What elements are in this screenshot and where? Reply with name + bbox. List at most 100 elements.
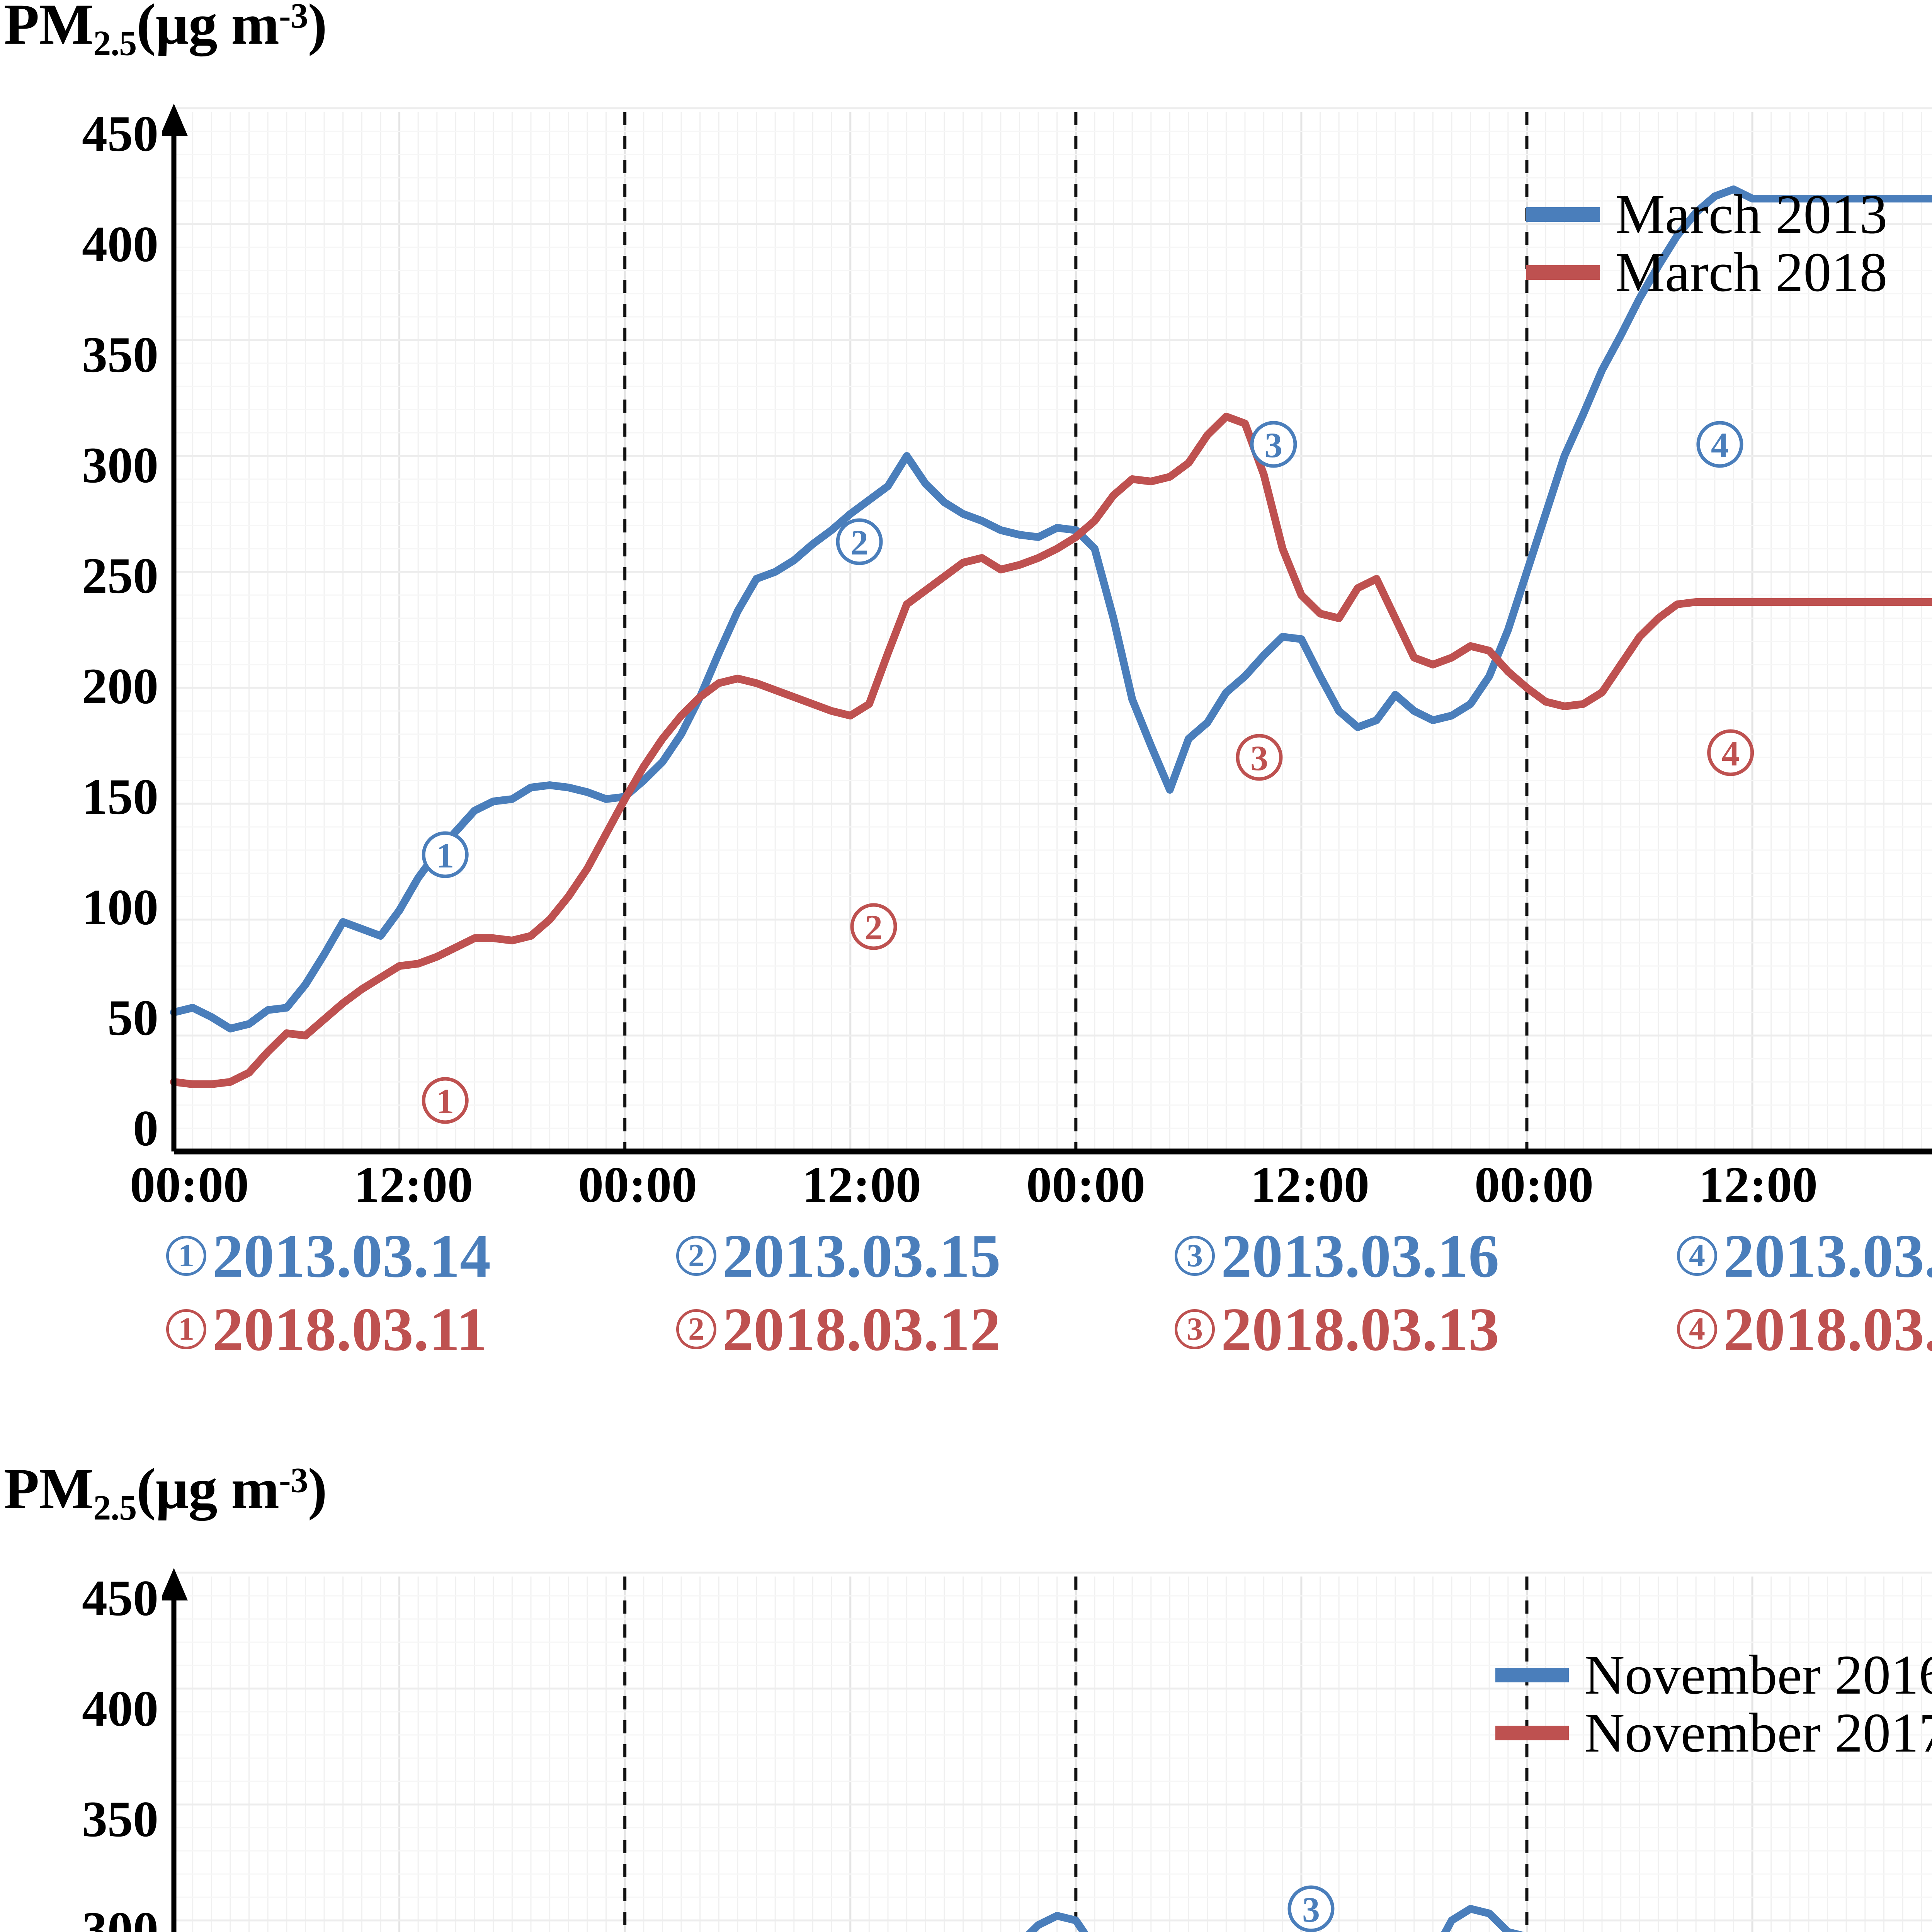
- y-tick-200: 200: [82, 658, 158, 714]
- date-key-label-blue-1: 2013.03.14: [213, 1221, 491, 1290]
- svg-text:3: 3: [1302, 1890, 1320, 1929]
- y-axis-label-unit-exponent: -3: [279, 0, 308, 36]
- legend-item-march-2018[interactable]: March 2018: [1526, 243, 1888, 301]
- svg-text:2: 2: [865, 908, 883, 947]
- y-axis-label-subscript: 2.5: [93, 1488, 137, 1527]
- y-axis-label-unit-open: (µg m: [136, 0, 279, 56]
- legend-swatch-blue-icon: [1526, 207, 1600, 222]
- date-key-march: 1 2013.03.14 2 2013.03.15 3 2013.03.16 4…: [0, 1225, 1932, 1372]
- date-key-label-red-4: 2018.03.14: [1723, 1295, 1932, 1364]
- date-key-circle-2: 2: [676, 1236, 716, 1276]
- legend-swatch-red-icon: [1526, 265, 1600, 280]
- x-tick-1: 12:00: [354, 1156, 473, 1213]
- inline-marker-red-4: 4: [1707, 729, 1754, 776]
- date-key-label-red-2: 2018.03.12: [723, 1295, 1001, 1364]
- chart-panel-march: PM2.5(µg m-3) 450 400 350 300 250 200 15…: [0, 0, 1932, 1372]
- svg-text:4: 4: [1722, 734, 1740, 773]
- legend-label-november-2017: November 2017: [1584, 1702, 1932, 1764]
- date-key-row-red: 1 2018.03.11 2 2018.03.12 3 2018.03.13 4…: [0, 1298, 1932, 1372]
- inline-marker-blue-3: 3: [1250, 421, 1297, 468]
- y-axis-label-unit-exponent: -3: [279, 1460, 308, 1500]
- date-key-blue-3: 3 2013.03.16: [1175, 1225, 1499, 1287]
- svg-text:1: 1: [436, 1082, 454, 1121]
- x-tick-4: 00:00: [1026, 1156, 1145, 1213]
- legend-march: March 2013 March 2018: [1526, 185, 1888, 301]
- svg-text:4: 4: [1711, 425, 1729, 465]
- legend-swatch-red-icon: [1495, 1726, 1569, 1740]
- y-tick-350: 350: [82, 1791, 158, 1847]
- y-axis-label-pm: PM: [4, 0, 94, 56]
- legend-item-november-2016[interactable]: November 2016: [1495, 1646, 1932, 1704]
- y-tick-250: 250: [82, 547, 158, 604]
- inline-marker-blue-1: 1: [422, 831, 469, 878]
- legend-label-november-2016: November 2016: [1584, 1644, 1932, 1706]
- date-key-blue-4: 4 2013.03.17: [1677, 1225, 1932, 1287]
- inline-marker-blue-2: 2: [836, 518, 883, 565]
- date-key-label-red-3: 2018.03.13: [1221, 1295, 1499, 1364]
- date-key-row-blue: 1 2013.03.14 2 2013.03.15 3 2013.03.16 4…: [0, 1225, 1932, 1298]
- inline-marker-red-2: 2: [850, 903, 897, 950]
- y-tick-150: 150: [82, 768, 158, 825]
- y-tick-350: 350: [82, 326, 158, 383]
- y-axis-label: PM2.5(µg m-3): [4, 1460, 327, 1525]
- legend-item-march-2013[interactable]: March 2013: [1526, 185, 1888, 243]
- date-key-circle-3: 3: [1175, 1309, 1215, 1349]
- date-key-circle-1: 1: [166, 1309, 206, 1349]
- y-axis-label-unit-close: ): [308, 1457, 327, 1521]
- legend-label-march-2013: March 2013: [1615, 183, 1888, 245]
- y-tick-450: 450: [82, 1570, 158, 1626]
- date-key-circle-4: 4: [1677, 1309, 1717, 1349]
- svg-text:1: 1: [436, 836, 454, 875]
- date-key-red-4: 4 2018.03.14: [1677, 1298, 1932, 1360]
- plot-area-march: 1 1 2 2 3 3 4 4: [162, 93, 1932, 1198]
- x-tick-5: 12:00: [1250, 1156, 1369, 1213]
- y-tick-100: 100: [82, 879, 158, 935]
- date-key-label-red-1: 2018.03.11: [213, 1295, 488, 1364]
- legend-item-november-2017[interactable]: November 2017: [1495, 1704, 1932, 1762]
- y-axis-label-unit-open: (µg m: [136, 1457, 279, 1521]
- x-tick-7: 12:00: [1699, 1156, 1818, 1213]
- date-key-circle-3: 3: [1175, 1236, 1215, 1276]
- series-line-blue: [170, 185, 1932, 1032]
- y-tick-450: 450: [82, 105, 158, 162]
- x-tick-2: 00:00: [578, 1156, 697, 1213]
- y-axis-label: PM2.5(µg m-3): [4, 0, 327, 61]
- y-axis-label-unit-close: ): [308, 0, 327, 56]
- date-key-circle-2: 2: [676, 1309, 716, 1349]
- date-key-label-blue-3: 2013.03.16: [1221, 1221, 1499, 1290]
- inline-marker-red-3: 3: [1236, 734, 1283, 781]
- series-line-blue: [1026, 1905, 1524, 1932]
- y-axis-label-subscript: 2.5: [93, 23, 137, 63]
- x-tick-6: 00:00: [1475, 1156, 1594, 1213]
- legend-november: November 2016 November 2017: [1495, 1646, 1932, 1762]
- inline-marker-blue-3: 3: [1287, 1885, 1335, 1932]
- date-key-blue-1: 1 2013.03.14: [166, 1225, 491, 1287]
- y-tick-50: 50: [107, 989, 158, 1046]
- date-key-red-1: 1 2018.03.11: [166, 1298, 487, 1360]
- y-tick-300: 300: [82, 1901, 158, 1932]
- x-tick-0: 00:00: [130, 1156, 249, 1213]
- svg-text:3: 3: [1250, 738, 1268, 778]
- date-key-label-blue-4: 2013.03.17: [1723, 1221, 1932, 1290]
- y-tick-400: 400: [82, 216, 158, 272]
- inline-marker-red-1: 1: [422, 1077, 469, 1124]
- date-key-red-3: 3 2018.03.13: [1175, 1298, 1499, 1360]
- svg-text:2: 2: [850, 523, 868, 562]
- series-line-red: [170, 413, 1932, 1088]
- x-tick-3: 12:00: [802, 1156, 921, 1213]
- y-tick-0: 0: [133, 1100, 158, 1156]
- date-key-label-blue-2: 2013.03.15: [723, 1221, 1001, 1290]
- legend-swatch-blue-icon: [1495, 1668, 1569, 1682]
- date-key-blue-2: 2 2013.03.15: [676, 1225, 1001, 1287]
- y-tick-400: 400: [82, 1680, 158, 1737]
- y-axis-label-pm: PM: [4, 1457, 94, 1521]
- date-key-circle-1: 1: [166, 1236, 206, 1276]
- chart-panel-november: PM2.5(µg m-3) 450 400 350 300 250 200 15…: [0, 1460, 1932, 1932]
- date-key-red-2: 2 2018.03.12: [676, 1298, 1001, 1360]
- svg-text:3: 3: [1265, 425, 1282, 465]
- legend-label-march-2018: March 2018: [1615, 241, 1888, 303]
- date-key-circle-4: 4: [1677, 1236, 1717, 1276]
